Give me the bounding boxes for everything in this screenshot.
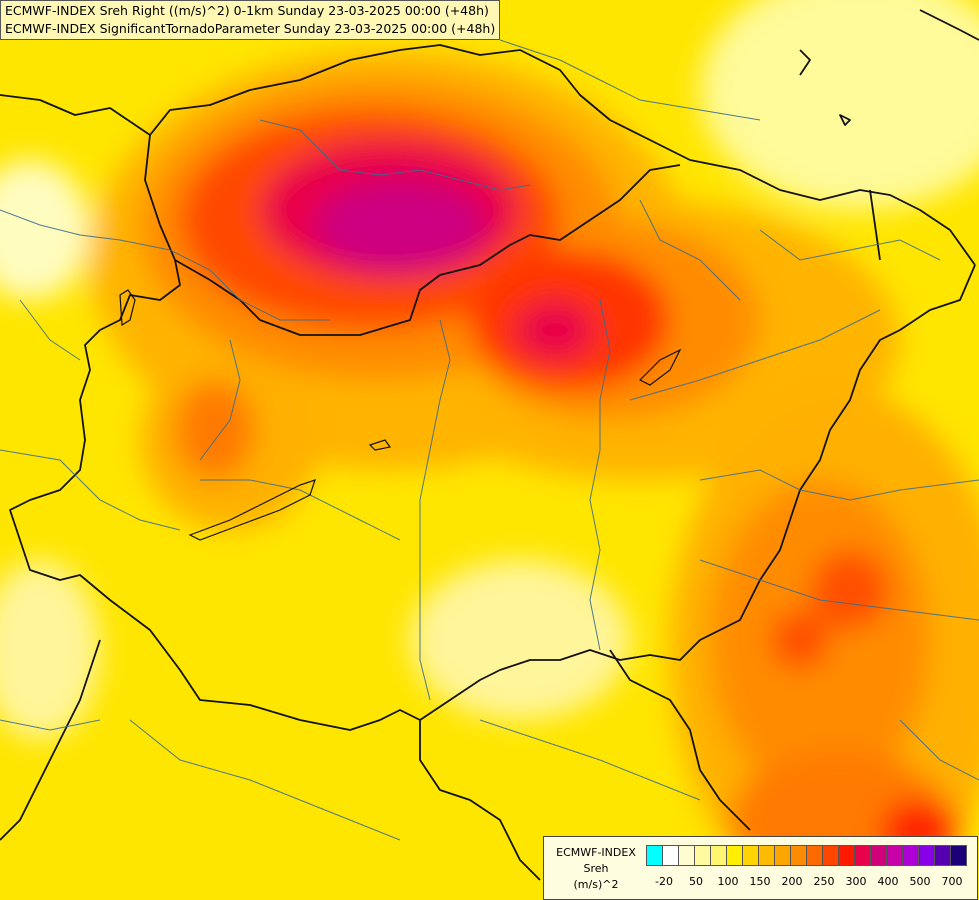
legend-tick-label: 100 <box>717 875 739 888</box>
legend-swatch <box>838 845 855 866</box>
legend-tick-label: 200 <box>781 875 803 888</box>
legend-swatch <box>678 845 695 866</box>
legend-swatch <box>742 845 759 866</box>
lakes <box>119 289 682 541</box>
legend-swatch <box>886 845 903 866</box>
legend-title-source: ECMWF-INDEX <box>556 846 636 859</box>
legend-swatch <box>950 845 967 866</box>
legend-tick-label: 150 <box>749 875 771 888</box>
legend-tick-label: 700 <box>941 875 963 888</box>
header-line-2: ECMWF-INDEX SignificantTornadoParameter … <box>5 21 496 36</box>
legend-swatch <box>918 845 935 866</box>
legend-tick-label: 300 <box>845 875 867 888</box>
legend-swatch <box>694 845 711 866</box>
color-legend: ECMWF-INDEX Sreh (m/s)^2 -20 50 100 150 200 2… <box>543 836 978 900</box>
legend-tick-label: 400 <box>877 875 899 888</box>
map-header: ECMWF-INDEX Sreh Right ((m/s)^2) 0-1km S… <box>0 0 501 40</box>
legend-swatch <box>902 845 919 866</box>
legend-tick-label: -20 <box>655 875 673 888</box>
country-borders <box>0 9 979 881</box>
legend-swatch <box>790 845 807 866</box>
legend-tick-label: 500 <box>909 875 931 888</box>
legend-swatch <box>870 845 887 866</box>
legend-tick-label: 250 <box>813 875 835 888</box>
legend-swatch <box>806 845 823 866</box>
legend-swatch <box>726 845 743 866</box>
legend-swatch <box>662 845 679 866</box>
legend-swatch <box>854 845 871 866</box>
legend-tick-label: 50 <box>689 875 703 888</box>
legend-swatch <box>646 845 663 866</box>
legend-title-variable: Sreh <box>583 862 609 875</box>
legend-swatch <box>710 845 727 866</box>
legend-swatch <box>934 845 951 866</box>
header-line-1: ECMWF-INDEX Sreh Right ((m/s)^2) 0-1km S… <box>5 3 489 18</box>
legend-swatch <box>774 845 791 866</box>
legend-swatch <box>822 845 839 866</box>
legend-swatch <box>758 845 775 866</box>
legend-title: ECMWF-INDEX Sreh (m/s)^2 <box>548 845 644 893</box>
legend-title-units: (m/s)^2 <box>573 878 619 891</box>
rivers-admin <box>0 39 979 841</box>
